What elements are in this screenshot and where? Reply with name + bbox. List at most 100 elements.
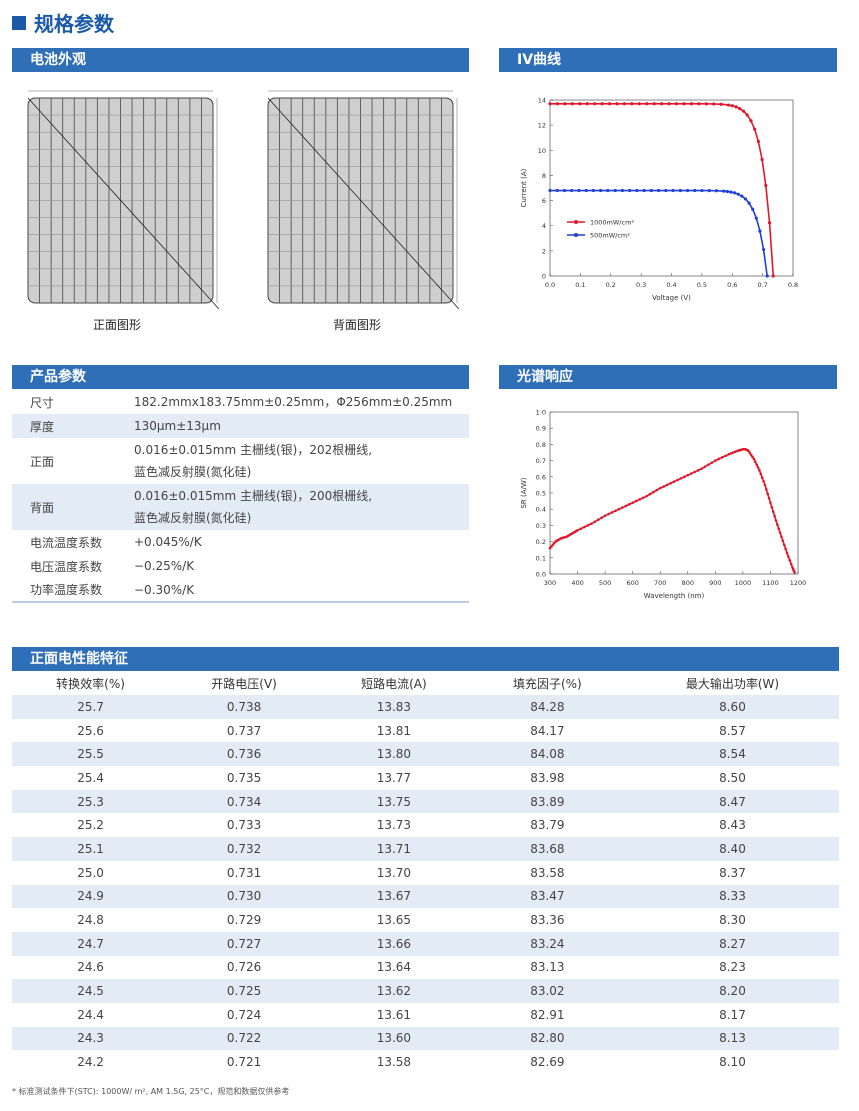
perf-cell: 13.80	[318, 742, 469, 767]
sr-point	[776, 523, 779, 526]
sr-point	[785, 551, 789, 555]
x-axis-label: Wavelength (nm)	[644, 592, 705, 600]
perf-cell: 8.30	[719, 913, 746, 928]
perf-cell: 0.737	[226, 723, 262, 738]
sr-point	[759, 472, 763, 476]
iv-point	[548, 102, 552, 106]
iv-point	[591, 188, 596, 193]
perf-header: 开路电压(V)	[211, 676, 277, 691]
perf-cell: 0.729	[226, 913, 262, 928]
param-key: 尺寸	[30, 395, 55, 410]
sr-point	[665, 483, 669, 487]
legend-label: 1000mW/cm²	[590, 219, 634, 227]
iv-point	[548, 188, 552, 193]
perf-cell: 84.17	[530, 723, 565, 738]
perf-cell: 13.75	[318, 789, 469, 814]
sr-point	[686, 473, 690, 477]
x-tick-label: 0.6	[727, 281, 737, 289]
iv-point	[656, 188, 661, 193]
iv-point	[727, 103, 731, 107]
iv-point	[652, 102, 656, 106]
iv-point	[613, 188, 617, 193]
sr-point	[672, 480, 676, 483]
perf-cell: 83.79	[530, 818, 565, 833]
sr-point	[693, 470, 696, 474]
perf-cell: 82.69	[530, 1055, 565, 1070]
param-value: 0.016±0.015mm 主栅线(银)，200根栅线, 蓝色减反射膜(氮化硅)	[134, 489, 373, 525]
y-tick-label: 0	[542, 273, 546, 281]
sr-point	[607, 512, 610, 516]
sr-point	[645, 494, 648, 498]
param-value: 130μm±13μm	[134, 419, 221, 433]
perf-cell: 0.736	[169, 742, 319, 767]
sr-point	[700, 467, 703, 470]
iv-point	[714, 189, 719, 193]
iv-point	[693, 188, 697, 193]
x-tick-label: 1200	[790, 579, 807, 587]
perf-cell: 83.36	[530, 913, 565, 928]
iv-point	[719, 102, 723, 106]
iv-point	[642, 188, 646, 193]
y-tick-label: 2	[542, 247, 546, 255]
back-cell-drawing	[267, 90, 460, 310]
sr-point	[734, 450, 737, 453]
footnote: * 标准测试条件下(STC): 1000W/ m², AM 1.5G, 25°C…	[12, 1087, 290, 1096]
iv-point	[729, 190, 733, 194]
y-tick-label: 0.2	[536, 538, 546, 546]
sr-point	[583, 525, 586, 529]
sr-point	[762, 479, 765, 483]
sr-point	[590, 522, 593, 526]
iv-point	[765, 274, 769, 278]
iv-point	[622, 102, 627, 106]
perf-cell: 13.67	[318, 884, 469, 909]
x-tick-label: 0.5	[697, 281, 707, 289]
sr-point	[703, 465, 707, 468]
x-tick-label: 600	[626, 579, 638, 587]
x-tick-label: 0.3	[636, 281, 646, 289]
table-row: 24.6 0.726 13.64 83.13 8.23	[12, 956, 839, 980]
perf-cell: 8.37	[719, 865, 746, 880]
sr-point	[749, 453, 753, 457]
iv-point	[570, 188, 574, 193]
iv-point	[599, 188, 603, 193]
iv-point	[674, 102, 679, 106]
iv-point	[730, 104, 734, 108]
perf-header: 转换效率(%)	[56, 676, 125, 691]
param-row: 电流温度系数 +0.045%/K	[12, 530, 469, 554]
perf-cell: 25.4	[77, 770, 104, 785]
iv-point	[555, 102, 560, 106]
perf-cell: 8.43	[719, 818, 746, 833]
y-axis-label: Current (A)	[520, 168, 528, 207]
perf-cell: 24.4	[77, 1007, 104, 1022]
perf-cell: 0.732	[169, 837, 319, 861]
param-row: 背面 0.016±0.015mm 主栅线(银)，200根栅线, 蓝色减反射膜(氮化硅…	[12, 484, 469, 530]
perf-cell: 8.47	[625, 789, 839, 814]
sr-point	[627, 503, 631, 506]
perf-cell: 25.1	[12, 837, 170, 861]
sr-point	[729, 452, 733, 455]
iv-chart: 0.0 0.1 0.2 0.3 0.4 0.5 0.6 0.7 0.8 0 2 4 6 8 10 12 14 Vo…	[520, 97, 798, 303]
perf-cell: 0.721	[226, 1055, 262, 1070]
iv-point	[743, 197, 748, 201]
iv-point	[707, 189, 711, 193]
table-row: 24.2 0.721 13.58 82.69 8.10	[12, 1050, 839, 1074]
sr-point	[610, 511, 614, 514]
y-tick-label: 0.5	[536, 490, 546, 498]
perf-cell: 25.5	[12, 742, 170, 767]
iv-point	[637, 102, 641, 106]
perf-cell: 24.2	[77, 1055, 104, 1070]
y-tick-label: 12	[538, 122, 546, 130]
table-row: 25.0 0.731 13.70 83.58 8.37	[12, 861, 839, 885]
iv-point	[577, 188, 581, 193]
perf-cell: 8.13	[625, 1026, 839, 1051]
perf-cell: 84.08	[468, 742, 626, 767]
sr-point	[788, 558, 792, 562]
perf-cell: 83.24	[468, 931, 626, 956]
sr-point	[593, 520, 597, 524]
iv-point	[635, 188, 639, 193]
sr-point	[652, 490, 655, 494]
y-tick-label: 0.0	[536, 571, 546, 579]
y-tick-label: 0.3	[536, 522, 546, 530]
table-row: 25.4 0.735 13.77 83.98 8.50	[12, 766, 839, 790]
x-tick-label: 400	[571, 579, 583, 587]
